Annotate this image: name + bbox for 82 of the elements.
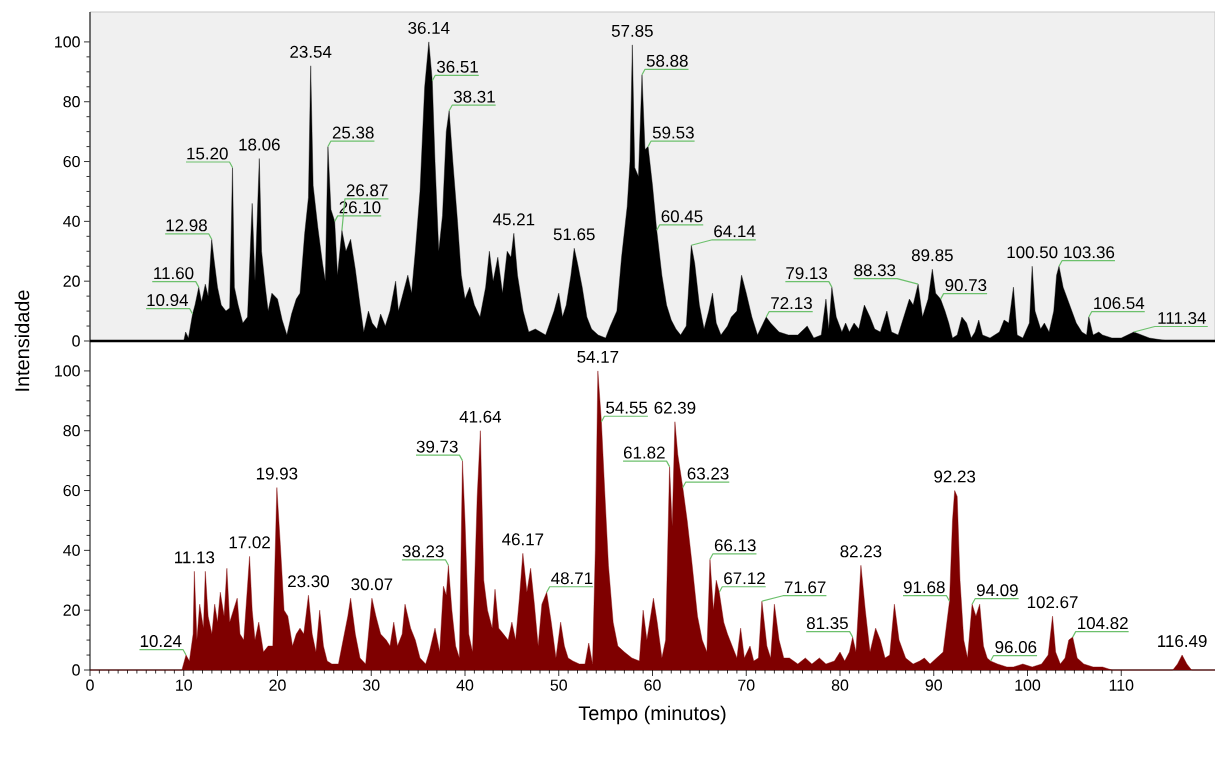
annotation: 111.34 — [1158, 312, 1206, 325]
annotation: 11.13 — [175, 551, 215, 564]
annotation: 54.17 — [577, 350, 619, 363]
annotation: 36.14 — [408, 21, 450, 34]
x-tick-label: 90 — [925, 679, 942, 691]
annotation: 82.23 — [840, 545, 882, 558]
x-tick-label: 50 — [550, 679, 567, 691]
y-axis-title: Intensidade — [14, 290, 30, 391]
annotation: 39.73 — [416, 440, 458, 453]
annotation: 62.39 — [654, 401, 696, 414]
annotation: 41.64 — [459, 410, 502, 423]
annotation: 25.38 — [332, 126, 374, 139]
y-tick-label: 20 — [63, 604, 80, 616]
annotation: 66.13 — [714, 539, 756, 552]
annotation: 92.23 — [934, 470, 976, 483]
annotation: 15.20 — [187, 147, 228, 160]
annotation: 94.09 — [976, 584, 1018, 597]
annotation: 57.85 — [611, 24, 653, 37]
x-tick-label: 30 — [363, 679, 380, 691]
x-tick-label: 40 — [456, 679, 474, 691]
x-tick-label: 70 — [738, 679, 755, 691]
annotation: 10.24 — [140, 635, 182, 648]
annotation: 30.07 — [351, 578, 393, 591]
x-tick-label: 0 — [86, 679, 94, 691]
annotation: 51.65 — [553, 228, 595, 241]
x-tick-label: 60 — [644, 679, 661, 691]
x-tick-label: 10 — [176, 679, 192, 691]
annotation: 26.87 — [346, 184, 388, 197]
y-tick-label: 100 — [55, 36, 80, 48]
annotation: 91.68 — [903, 581, 945, 594]
y-tick-label: 80 — [63, 96, 80, 108]
annotation: 45.21 — [493, 213, 535, 226]
annotation: 104.82 — [1078, 617, 1128, 630]
annotation: 11.60 — [154, 267, 194, 280]
annotation: 59.53 — [652, 126, 694, 139]
annotation: 90.73 — [945, 279, 987, 292]
x-axis-title: Tempo (minutos) — [578, 705, 726, 725]
y-tick-label: 40 — [63, 544, 80, 557]
annotation: 10.94 — [147, 294, 188, 307]
annotation: 38.23 — [402, 545, 444, 558]
x-tick-label: 20 — [269, 679, 286, 691]
annotation: 23.54 — [290, 45, 332, 58]
y-tick-label: 20 — [63, 275, 80, 287]
annotation: 17.02 — [229, 536, 270, 549]
annotation: 46.17 — [502, 533, 544, 546]
annotation: 67.12 — [724, 572, 765, 585]
annotation: 72.13 — [771, 297, 812, 310]
y-tick-label: 0 — [72, 664, 80, 676]
annotation: 60.45 — [661, 210, 703, 223]
y-tick-label: 60 — [63, 155, 80, 168]
annotation: 23.30 — [288, 575, 329, 588]
annotation: 48.71 — [551, 572, 593, 585]
y-tick-label: 80 — [63, 425, 80, 437]
annotation: 54.55 — [606, 401, 648, 414]
annotation: 18.06 — [239, 138, 280, 151]
x-tick-label: 100 — [1015, 679, 1041, 691]
annotation: 26.10 — [339, 201, 381, 214]
annotation: 19.93 — [256, 467, 298, 480]
annotation: 38.31 — [453, 90, 495, 103]
y-tick-label: 100 — [55, 365, 80, 377]
annotation: 89.85 — [911, 249, 953, 262]
annotation: 12.98 — [166, 219, 207, 232]
annotation: 61.82 — [623, 446, 665, 459]
annotation: 64.14 — [714, 225, 756, 238]
y-tick-label: 60 — [63, 484, 80, 497]
x-tick-label: 80 — [831, 679, 849, 691]
annotation: 63.23 — [687, 467, 729, 480]
annotation: 106.54 — [1094, 297, 1145, 310]
annotation: 36.51 — [436, 60, 478, 73]
y-tick-label: 0 — [72, 335, 80, 347]
annotation: 88.33 — [854, 264, 896, 277]
x-tick-label: 110 — [1109, 679, 1134, 691]
annotation: 102.67 — [1027, 596, 1078, 609]
annotation: 103.36 — [1064, 246, 1115, 259]
y-tick-label: 40 — [63, 215, 80, 227]
annotation: 81.35 — [806, 617, 848, 630]
annotation: 96.06 — [995, 641, 1037, 654]
annotation: 116.49 — [1158, 635, 1207, 648]
annotation: 71.67 — [784, 581, 826, 594]
annotation: 58.88 — [646, 54, 688, 67]
annotation: 79.13 — [786, 267, 828, 280]
annotation: 100.50 — [1007, 246, 1058, 259]
